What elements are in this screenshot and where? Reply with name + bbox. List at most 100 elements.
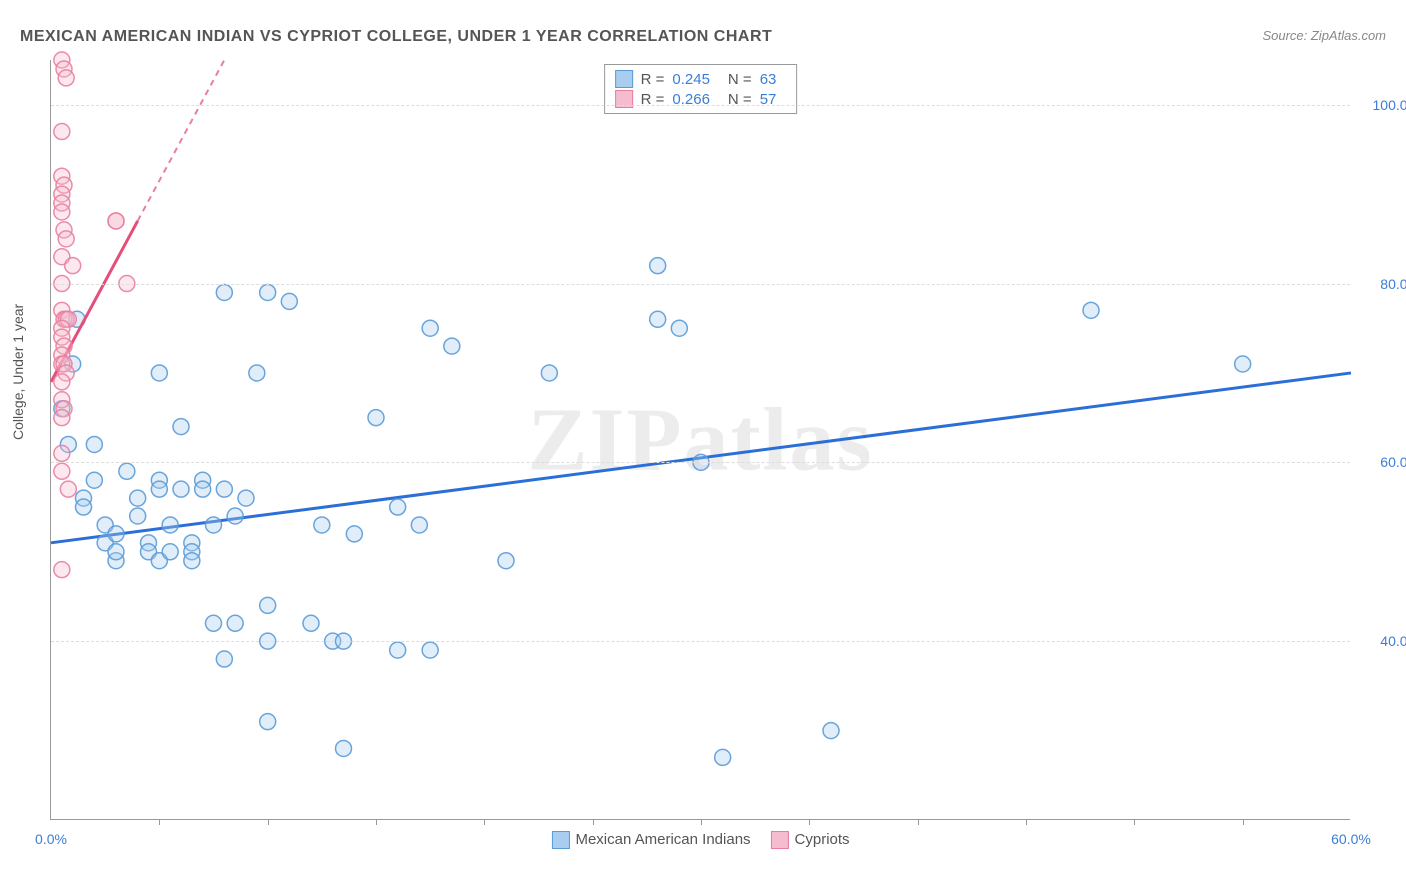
data-point <box>238 490 254 506</box>
data-point <box>216 284 232 300</box>
data-point <box>444 338 460 354</box>
data-point <box>173 481 189 497</box>
data-point <box>60 481 76 497</box>
data-point <box>130 490 146 506</box>
data-point <box>671 320 687 336</box>
data-point <box>260 714 276 730</box>
data-point <box>86 472 102 488</box>
gridline <box>51 105 1350 106</box>
data-point <box>216 651 232 667</box>
x-tick-label: 60.0% <box>1331 831 1371 847</box>
data-point <box>1083 302 1099 318</box>
data-point <box>54 204 70 220</box>
data-point <box>184 553 200 569</box>
legend-label: Cypriots <box>795 831 850 848</box>
data-point <box>54 463 70 479</box>
scatter-plot <box>51 60 1350 819</box>
data-point <box>54 374 70 390</box>
stat-r-value: 0.245 <box>672 71 710 88</box>
gridline <box>51 284 1350 285</box>
data-point <box>260 284 276 300</box>
data-point <box>715 749 731 765</box>
legend-label: Mexican American Indians <box>575 831 750 848</box>
data-point <box>130 508 146 524</box>
x-minor-tick <box>593 819 594 825</box>
x-minor-tick <box>1026 819 1027 825</box>
data-point <box>76 499 92 515</box>
x-minor-tick <box>918 819 919 825</box>
data-point <box>249 365 265 381</box>
data-point <box>58 231 74 247</box>
data-point <box>216 481 232 497</box>
data-point <box>162 544 178 560</box>
data-point <box>119 463 135 479</box>
data-point <box>281 293 297 309</box>
data-point <box>1235 356 1251 372</box>
data-point <box>650 311 666 327</box>
legend-series: Mexican American Indians Cypriots <box>551 831 849 849</box>
data-point <box>54 445 70 461</box>
stat-n-label: N = <box>728 71 752 88</box>
x-minor-tick <box>701 819 702 825</box>
y-axis-label: College, Under 1 year <box>10 304 26 440</box>
data-point <box>303 615 319 631</box>
data-point <box>227 508 243 524</box>
x-minor-tick <box>484 819 485 825</box>
x-tick-label: 0.0% <box>35 831 67 847</box>
chart-area: ZIPatlas R =0.245N =63R =0.266N =57 Mexi… <box>50 60 1350 820</box>
data-point <box>206 615 222 631</box>
gridline <box>51 641 1350 642</box>
data-point <box>650 258 666 274</box>
data-point <box>390 642 406 658</box>
data-point <box>108 544 124 560</box>
data-point <box>498 553 514 569</box>
x-minor-tick <box>1134 819 1135 825</box>
data-point <box>368 410 384 426</box>
data-point <box>65 258 81 274</box>
data-point <box>422 320 438 336</box>
data-point <box>260 597 276 613</box>
y-tick-label: 40.0% <box>1380 633 1406 649</box>
data-point <box>336 740 352 756</box>
legend-item: Mexican American Indians <box>551 831 750 849</box>
data-point <box>54 410 70 426</box>
data-point <box>411 517 427 533</box>
data-point <box>195 481 211 497</box>
data-point <box>108 213 124 229</box>
data-point <box>86 436 102 452</box>
data-point <box>227 615 243 631</box>
stat-r-label: R = <box>641 71 665 88</box>
x-minor-tick <box>376 819 377 825</box>
data-point <box>108 526 124 542</box>
y-tick-label: 100.0% <box>1373 97 1406 113</box>
x-minor-tick <box>268 819 269 825</box>
data-point <box>54 124 70 140</box>
data-point <box>541 365 557 381</box>
legend-stat-row: R = 0.245 N = 63 <box>615 69 787 89</box>
data-point <box>422 642 438 658</box>
data-point <box>346 526 362 542</box>
x-minor-tick <box>159 819 160 825</box>
data-point <box>390 499 406 515</box>
gridline <box>51 462 1350 463</box>
data-point <box>314 517 330 533</box>
chart-title: MEXICAN AMERICAN INDIAN VS CYPRIOT COLLE… <box>20 28 772 46</box>
stat-n-value: 63 <box>760 71 777 88</box>
swatch-icon <box>551 831 569 849</box>
x-minor-tick <box>1243 819 1244 825</box>
data-point <box>151 481 167 497</box>
swatch-icon <box>615 70 633 88</box>
data-point <box>173 419 189 435</box>
y-tick-label: 60.0% <box>1380 454 1406 470</box>
data-point <box>823 723 839 739</box>
data-point <box>206 517 222 533</box>
swatch-icon <box>771 831 789 849</box>
y-tick-label: 80.0% <box>1380 276 1406 292</box>
data-point <box>58 70 74 86</box>
trend-line-ext <box>138 60 225 221</box>
x-minor-tick <box>809 819 810 825</box>
data-point <box>151 365 167 381</box>
data-point <box>162 517 178 533</box>
data-point <box>54 562 70 578</box>
legend-stat-row: R =0.266N =57 <box>615 89 787 109</box>
